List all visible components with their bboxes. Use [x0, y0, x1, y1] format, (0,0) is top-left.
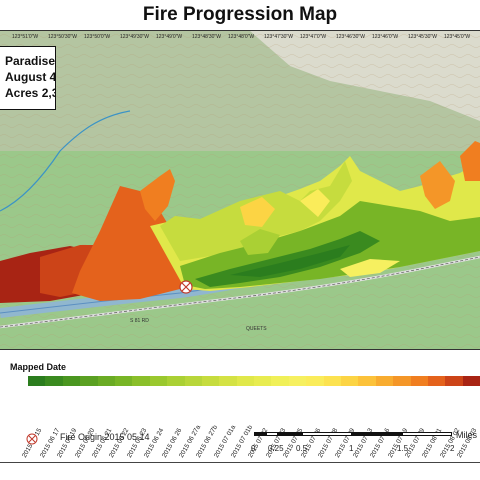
- map-title: Fire Progression Map: [142, 4, 338, 25]
- legend-swatch: [271, 376, 289, 386]
- bottom-rule: [0, 462, 480, 463]
- fire-perimeters: [0, 141, 480, 303]
- scale-bar-segment: [254, 432, 266, 436]
- fire-origin-marker[interactable]: [179, 280, 193, 294]
- scale-tick: 0: [251, 444, 256, 453]
- legend-swatch: [132, 376, 150, 386]
- fire-origin-cross: [181, 282, 191, 292]
- legend-swatches: [28, 376, 480, 386]
- scale-tick: 2: [450, 444, 455, 453]
- scale-tick: 1: [349, 444, 354, 453]
- perimeter-2015-07-29-east: [460, 141, 480, 181]
- legend-swatch: [254, 376, 272, 386]
- legend-swatch: [410, 376, 428, 386]
- legend-swatch: [323, 376, 342, 386]
- coord-label: 123°45'30"W: [408, 34, 437, 40]
- legend-swatch: [393, 376, 411, 386]
- fire-acres: Acres 2,392: [5, 86, 55, 100]
- scale-tick: 1.5: [397, 444, 409, 453]
- coord-label: 123°49'0"W: [156, 34, 183, 40]
- perimeter-2015-06-26: [240, 229, 280, 255]
- creek: [0, 110, 131, 212]
- scale-bar-segment: [402, 432, 452, 436]
- road-center: [0, 256, 480, 328]
- fire-name: Paradise Fire: [5, 54, 56, 68]
- legend-swatch: [149, 376, 168, 386]
- legend-swatch: [80, 376, 98, 386]
- road-shield-label: S 81 RD: [130, 318, 149, 324]
- coord-label: 123°51'0"W: [12, 34, 39, 40]
- scale-tick: 0.5: [296, 444, 308, 453]
- legend-swatch: [358, 376, 376, 386]
- coord-label: 123°50'30"W: [48, 34, 77, 40]
- legend-swatch: [167, 376, 185, 386]
- legend-swatch: [45, 376, 63, 386]
- legend-swatch: [62, 376, 81, 386]
- coord-label: 123°49'30"W: [120, 34, 149, 40]
- coord-label: 123°50'0"W: [84, 34, 111, 40]
- perimeter-2015-07-05: [340, 259, 400, 277]
- scale-bar-segment: [302, 432, 352, 436]
- scale-unit: Miles: [456, 430, 478, 440]
- coord-label: 123°48'0"W: [228, 34, 255, 40]
- coord-label: 123°47'30"W: [264, 34, 293, 40]
- coordinate-labels: 123°51'0"W 123°50'30"W 123°50'0"W 123°49…: [0, 34, 480, 44]
- map-canvas[interactable]: [0, 30, 480, 350]
- perimeter-2015-06-15: [230, 245, 350, 277]
- coord-label: 123°47'0"W: [300, 34, 327, 40]
- legend-swatch: [97, 376, 115, 386]
- legend-swatch: [201, 376, 220, 386]
- coord-label: 123°46'0"W: [372, 34, 399, 40]
- fire-date: August 4, 2015: [5, 70, 56, 84]
- legend-swatch: [341, 376, 359, 386]
- perimeter-2015-07-19: [420, 161, 455, 209]
- perimeter-2015-08-01: [72, 186, 190, 301]
- fire-origin-legend-icon: [26, 432, 38, 445]
- perimeter-2015-07-09: [240, 197, 275, 227]
- scale-bar: [254, 432, 458, 440]
- legend-swatch: [427, 376, 446, 386]
- legend-swatch: [236, 376, 255, 386]
- coord-label: 123°46'30"W: [336, 34, 365, 40]
- map-svg: [0, 31, 480, 349]
- legend-swatch: [288, 376, 307, 386]
- coord-label: 123°45'0"W: [444, 34, 471, 40]
- scale-bar-segment: [278, 432, 302, 436]
- legend-swatch: [219, 376, 237, 386]
- contour-lines: [0, 31, 480, 349]
- fire-origin-legend-label: Fire Origin 2015 05 14: [60, 432, 150, 442]
- coord-label: 123°48'30"W: [192, 34, 221, 40]
- fire-info-box: Paradise Fire August 4, 2015 Acres 2,392: [0, 46, 56, 110]
- scale-tick: 0.25: [268, 444, 284, 453]
- legend-swatch: [28, 376, 46, 386]
- legend-swatch: [114, 376, 133, 386]
- river-label: QUEETS: [246, 326, 267, 332]
- legend-swatch: [445, 376, 463, 386]
- scale-bar-segment: [266, 432, 278, 436]
- perimeter-2015-07-29: [140, 169, 175, 221]
- scale-bar-segment: [352, 432, 402, 436]
- legend-swatch: [184, 376, 202, 386]
- legend-title: Mapped Date: [10, 362, 67, 372]
- legend-swatch: [306, 376, 324, 386]
- perimeter-2015-07-06: [300, 189, 330, 217]
- legend-swatch: [375, 376, 394, 386]
- legend-swatch: [462, 376, 480, 386]
